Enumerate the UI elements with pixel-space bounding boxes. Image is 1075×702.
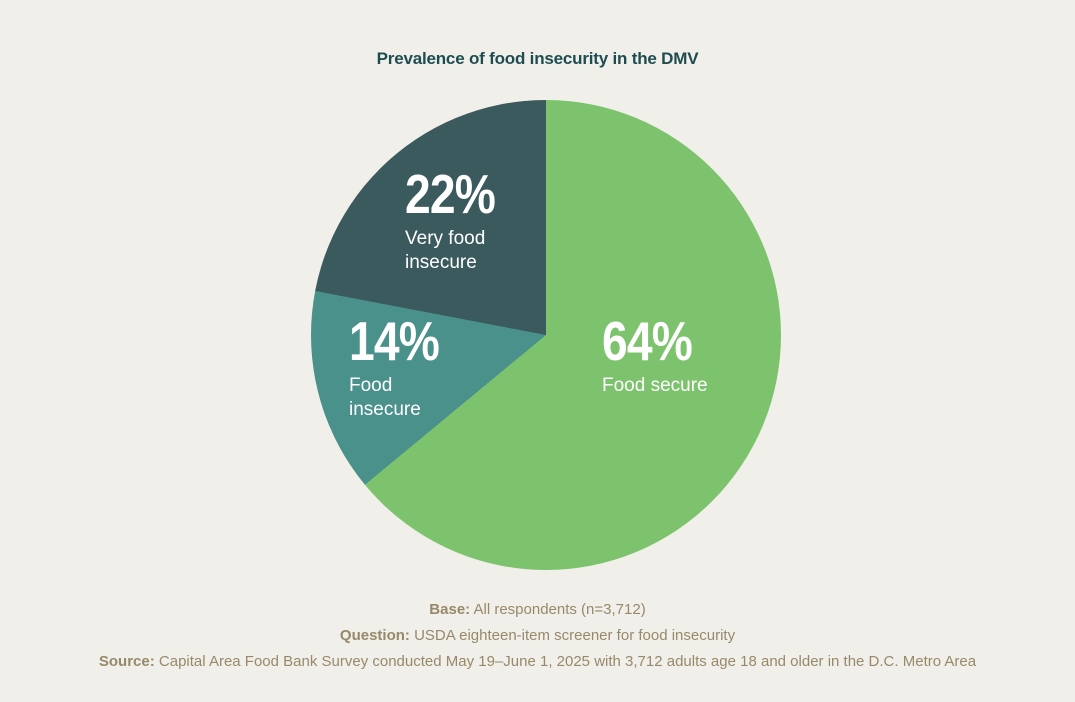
slice-value-very-food-insecure: 22% bbox=[405, 163, 496, 225]
source-note: Source: Capital Area Food Bank Survey co… bbox=[0, 653, 1075, 670]
slice-name-food-insecure: Food insecure bbox=[349, 375, 421, 420]
slice-label-food-insecure: 14% Food insecure bbox=[349, 314, 456, 421]
slice-name-food-secure: Food secure bbox=[602, 375, 708, 396]
slice-value-food-secure: 64% bbox=[602, 310, 693, 372]
question-note-text: USDA eighteen-item screener for food ins… bbox=[409, 627, 736, 644]
base-note-text: All respondents (n=3,712) bbox=[470, 601, 646, 618]
footnotes: Base: All respondents (n=3,712) Question… bbox=[0, 601, 1075, 679]
question-note: Question: USDA eighteen-item screener fo… bbox=[0, 627, 1075, 644]
source-note-text: Capital Area Food Bank Survey conducted … bbox=[154, 653, 977, 670]
source-note-label: Source: bbox=[98, 653, 155, 670]
base-note-label: Base: bbox=[429, 601, 471, 618]
slice-value-food-insecure: 14% bbox=[349, 310, 440, 372]
slice-name-very-food-insecure: Very food insecure bbox=[405, 228, 486, 273]
slice-label-food-secure: 64% Food secure bbox=[602, 314, 709, 398]
base-note: Base: All respondents (n=3,712) bbox=[0, 601, 1075, 618]
chart-title: Prevalence of food insecurity in the DMV bbox=[376, 49, 699, 68]
pie-chart bbox=[311, 100, 781, 570]
question-note-label: Question: bbox=[339, 627, 410, 644]
slice-label-very-food-insecure: 22% Very food insecure bbox=[405, 167, 512, 274]
